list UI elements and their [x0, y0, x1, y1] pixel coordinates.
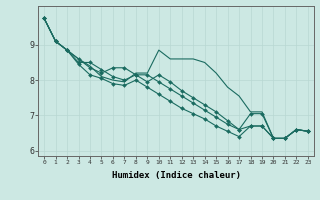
- X-axis label: Humidex (Indice chaleur): Humidex (Indice chaleur): [111, 171, 241, 180]
